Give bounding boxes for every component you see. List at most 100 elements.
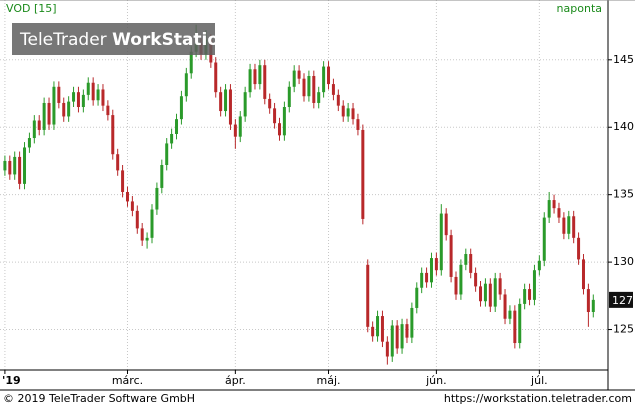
candle-body (292, 70, 296, 87)
watermark-product: WorkStation (112, 30, 231, 50)
candle-body (429, 258, 433, 283)
candle-body (52, 86, 56, 125)
candle-body (32, 120, 36, 139)
candle-body (214, 62, 218, 93)
candle-body (233, 124, 237, 137)
candle-body (268, 98, 272, 109)
candle-body (356, 119, 360, 130)
last-value-box (609, 291, 633, 308)
candle-body (474, 272, 478, 287)
candle-body (523, 289, 527, 304)
candle-body (135, 210, 139, 229)
candle-body (572, 216, 576, 238)
y-tick-label: 140 (613, 120, 634, 133)
candle-body (336, 94, 340, 106)
candle-body (106, 105, 110, 116)
candle-body (405, 324, 409, 338)
candle-body (165, 143, 169, 166)
symbol: VOD [15] (6, 2, 57, 15)
candle-body (371, 326, 375, 337)
candle-body (248, 69, 252, 93)
copyright: © 2019 TeleTrader Software GmbH (3, 392, 195, 405)
candle-body (125, 191, 129, 202)
candle-body (385, 341, 389, 357)
candle-body (155, 187, 159, 210)
y-tick-label: 130 (613, 255, 634, 268)
candle-body (503, 294, 507, 319)
candle-body (376, 316, 380, 337)
candle-body (581, 259, 585, 290)
candle-body (444, 213, 448, 236)
candle-body (72, 92, 76, 102)
candle-body (327, 66, 331, 85)
candle-body (224, 89, 228, 112)
candle-body (101, 89, 105, 106)
candle-body (346, 108, 350, 117)
candle-body (277, 123, 281, 136)
candle-body (483, 283, 487, 302)
candle-body (586, 289, 590, 313)
x-tick-label: '19 (2, 374, 21, 387)
candle-body (282, 107, 286, 136)
candle-body (552, 200, 556, 209)
candle-body (184, 73, 188, 97)
candle-body (479, 286, 483, 302)
candle-body (312, 75, 316, 103)
candle-body (23, 147, 27, 184)
candle-body (13, 156, 17, 175)
candle-body (459, 264, 463, 295)
last-value-label: 127 (612, 294, 633, 307)
candle-body (390, 325, 394, 357)
watermark-brand: TeleTrader WorkStation (19, 30, 231, 50)
candle-body (160, 165, 164, 188)
candle-body (253, 69, 257, 85)
candle-body (42, 102, 46, 130)
candle-body (395, 325, 399, 349)
candle-body (238, 116, 242, 137)
candle-body (562, 217, 566, 234)
candle-body (150, 209, 154, 238)
candle-body (508, 310, 512, 319)
y-tick-label: 135 (613, 188, 634, 201)
candle-body (219, 92, 223, 112)
candle-body (361, 129, 365, 219)
candle-body (175, 119, 179, 134)
candle-body (513, 310, 517, 344)
candle-body (449, 235, 453, 277)
candle-body (140, 228, 144, 241)
url: https://workstation.teletrader.com (444, 392, 632, 405)
candle-body (400, 324, 404, 349)
candle-body (425, 272, 429, 283)
candle-body (116, 154, 120, 171)
candle-body (464, 254, 468, 265)
candle-body (91, 82, 95, 101)
candle-body (111, 115, 115, 155)
candle-body (528, 289, 532, 300)
candle-body (130, 201, 134, 211)
candle-body (420, 272, 424, 288)
grid (0, 0, 608, 370)
candle-body (591, 299, 595, 313)
candle-body (18, 156, 22, 184)
y-tick-label: 125 (613, 323, 634, 336)
x-tick-label: máj. (317, 374, 341, 387)
candle-body (263, 65, 267, 99)
candle-body (488, 283, 492, 307)
candle-body (410, 307, 414, 338)
x-tick-label: júl. (530, 374, 548, 387)
candle-body (537, 260, 541, 271)
candle-body (27, 138, 31, 148)
candle-body (547, 200, 551, 218)
candle-body (37, 120, 41, 130)
interval: naponta (557, 2, 602, 15)
candle-body (567, 216, 571, 234)
candle-body (76, 92, 80, 108)
candle-body (96, 89, 100, 101)
watermark-brand-text: TeleTrader (19, 30, 107, 50)
candle-body (434, 258, 438, 271)
candle-body (145, 237, 149, 241)
candle-body (532, 270, 536, 300)
candle-body (258, 65, 262, 85)
candle-body (189, 51, 193, 74)
